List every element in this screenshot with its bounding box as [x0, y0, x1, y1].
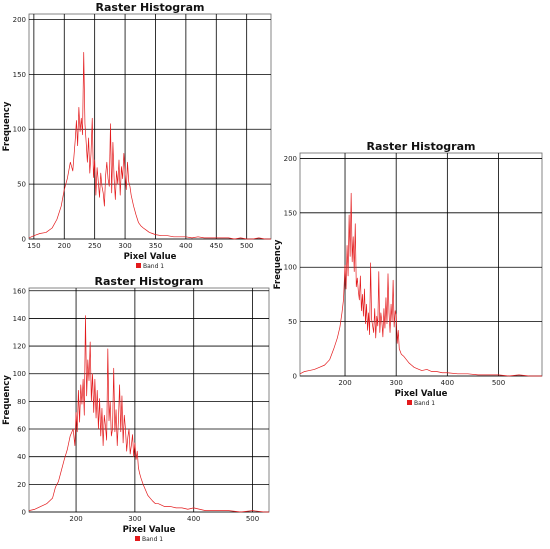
c1-y-tick-label: 120 [13, 343, 26, 351]
c0-x-tick-label: 400 [179, 242, 192, 250]
c0-x-tick-label: 200 [58, 242, 71, 250]
c2-y-tick-label: 50 [288, 318, 297, 326]
c0-x-tick-label: 450 [210, 242, 223, 250]
c1-y-tick-label: 0 [22, 509, 26, 517]
c1-x-axis-label: Pixel Value [123, 525, 176, 535]
c1-y-axis-label: Frequency [2, 375, 12, 425]
c1-x-tick-label: 300 [128, 515, 141, 523]
c2-x-axis-label: Pixel Value [395, 389, 448, 399]
c0-y-tick-label: 0 [22, 236, 26, 244]
c0-plot-frame [28, 13, 272, 240]
c1-x-tick-label: 200 [69, 515, 82, 523]
c1-x-tick-label: 400 [187, 515, 200, 523]
histogram-chart-top-left: Raster Histogram 150 200 250 300 350 400 450 500… [0, 0, 276, 276]
c0-x-tick-label: 250 [88, 242, 101, 250]
c1-legend-swatch [135, 536, 140, 541]
c2-x-tick-label: 300 [389, 379, 402, 387]
histogram-chart-bottom-left: Raster Histogram 200 300 400 500 0 20 40 60 80 100… [0, 274, 276, 549]
c0-y-tick-label: 200 [13, 16, 26, 24]
c1-y-tick-label: 100 [13, 370, 26, 378]
histogram-chart-right: Raster Histogram 200 300 400 500 0 50 100 150 200… [272, 137, 550, 413]
histogram-svg-bottom-left: Raster Histogram 200 300 400 500 0 20 40 60 80 100… [2, 275, 270, 543]
histogram-svg-right: Raster Histogram 200 300 400 500 0 50 100 150 200… [273, 140, 543, 407]
c1-y-tick-label: 20 [17, 481, 26, 489]
c2-y-axis-label: Frequency [273, 239, 283, 289]
c2-series-line [299, 192, 542, 377]
c1-y-tick-label: 140 [13, 315, 26, 323]
c2-title: Raster Histogram [367, 140, 476, 153]
c2-y-tick-label: 0 [293, 373, 297, 381]
c1-legend-label: Band 1 [142, 536, 163, 543]
c2-x-tick-label: 500 [492, 379, 505, 387]
c2-legend-swatch [407, 400, 412, 405]
c2-plot-frame [299, 152, 543, 377]
c0-x-tick-label: 500 [240, 242, 253, 250]
c0-y-tick-label: 150 [13, 71, 26, 79]
c1-title: Raster Histogram [95, 275, 204, 288]
c1-y-tick-label: 60 [17, 426, 26, 434]
c0-x-tick-label: 300 [118, 242, 131, 250]
c0-x-axis-label: Pixel Value [124, 252, 177, 262]
c0-title: Raster Histogram [96, 1, 205, 14]
c0-x-tick-label: 150 [27, 242, 40, 250]
c2-y-tick-label: 150 [284, 209, 297, 217]
c0-y-axis-label: Frequency [2, 101, 12, 151]
c2-y-tick-label: 200 [284, 155, 297, 163]
c2-legend-label: Band 1 [414, 400, 435, 407]
c2-y-tick-label: 100 [284, 264, 297, 272]
c1-y-tick-label: 40 [17, 453, 26, 461]
c0-y-tick-label: 50 [17, 181, 26, 189]
c0-x-tick-label: 350 [149, 242, 162, 250]
c1-y-tick-label: 160 [13, 287, 26, 295]
c2-x-tick-label: 400 [441, 379, 454, 387]
c1-plot-frame [28, 287, 270, 513]
c1-y-tick-label: 80 [17, 398, 26, 406]
c0-legend-label: Band 1 [143, 263, 164, 270]
c1-x-tick-label: 500 [246, 515, 259, 523]
c0-legend-swatch [136, 263, 141, 268]
c0-series-line [28, 52, 271, 240]
c0-y-tick-label: 100 [13, 126, 26, 134]
c1-series-line [28, 315, 269, 513]
c2-x-tick-label: 200 [338, 379, 351, 387]
